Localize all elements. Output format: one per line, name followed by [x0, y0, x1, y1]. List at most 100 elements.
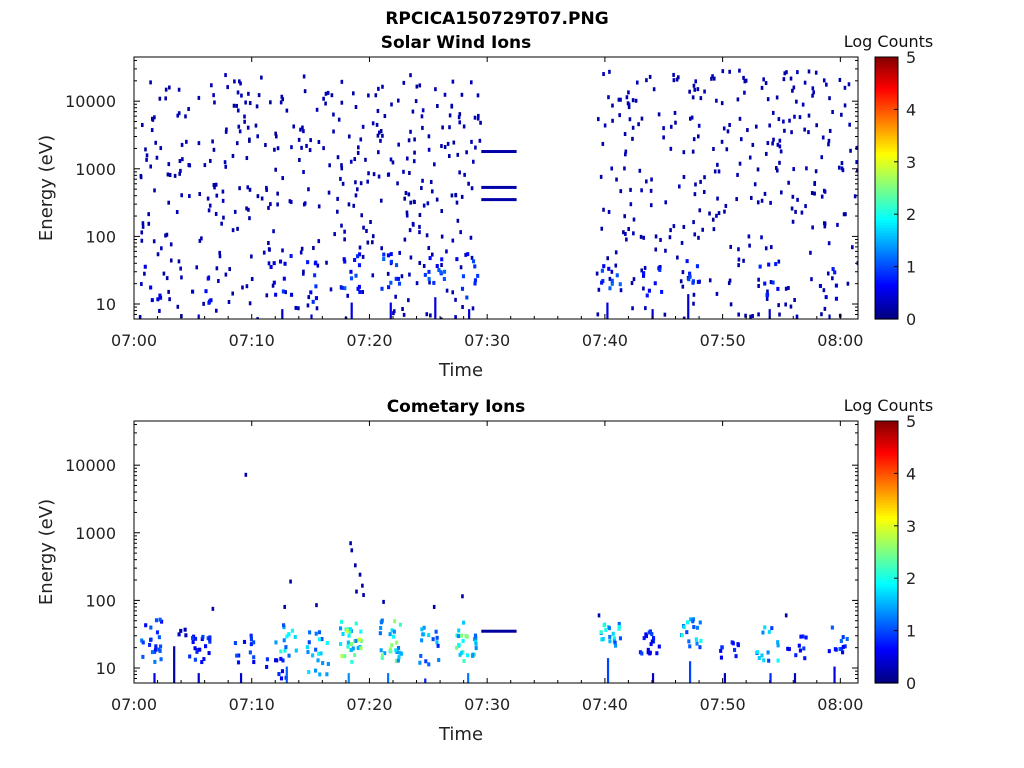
scatter-point: [717, 169, 721, 174]
data-point: [283, 604, 286, 609]
cluster-cell: [158, 295, 163, 300]
colorbar-segment: [875, 177, 898, 181]
scatter-point: [280, 94, 284, 99]
cluster-cell: [348, 627, 352, 632]
cluster-streak: [468, 309, 471, 319]
cluster-cell: [294, 648, 298, 653]
scatter-point: [160, 246, 163, 251]
scatter-point: [276, 191, 279, 196]
colorbar-segment: [875, 531, 898, 535]
constant-line: [481, 150, 517, 154]
colorbar-segment: [875, 494, 898, 498]
scatter-point: [764, 246, 768, 251]
scatter-point: [738, 68, 741, 73]
scatter-point: [623, 214, 626, 219]
scatter-point: [347, 134, 351, 139]
cluster-cell: [660, 289, 664, 294]
colorbar-segment: [875, 224, 898, 228]
colorbar-segment: [875, 635, 898, 640]
cluster-cell: [149, 285, 153, 290]
colorbar-segment: [875, 237, 898, 241]
cluster-cell: [204, 644, 208, 649]
scatter-point: [778, 312, 781, 317]
scatter-point: [237, 79, 241, 84]
cluster-cell: [473, 281, 477, 286]
scatter-point: [807, 130, 810, 135]
colorbar-segment: [875, 523, 898, 527]
colorbar-segment: [875, 85, 898, 90]
scatter-point: [212, 182, 216, 187]
scatter-point: [448, 113, 452, 118]
colorbar-segment: [875, 525, 898, 530]
cluster-cell: [798, 648, 802, 653]
y-tick-label: 1000: [75, 524, 116, 543]
cluster-cell: [179, 628, 183, 633]
cluster-cell: [733, 647, 737, 652]
cluster-cell: [455, 257, 459, 262]
cluster-cell: [473, 264, 477, 269]
cluster-cell: [191, 640, 195, 645]
cluster-cell: [383, 651, 387, 656]
scatter-point: [737, 263, 740, 268]
data-point: [461, 594, 464, 599]
colorbar-segment: [875, 295, 898, 299]
scatter-point: [820, 312, 823, 317]
cluster-cell: [388, 632, 392, 637]
cluster-cell: [248, 650, 252, 655]
scatter-point: [149, 80, 152, 85]
cluster-cell: [395, 263, 399, 268]
scatter-point: [198, 192, 202, 197]
scatter-point: [364, 157, 367, 162]
scatter-point: [376, 108, 380, 113]
cluster-streak: [285, 666, 288, 683]
scatter-point: [640, 116, 644, 121]
colorbar-segment: [875, 57, 898, 61]
scatter-point: [682, 150, 686, 155]
colorbar-segment: [875, 161, 898, 166]
scatter-point: [166, 172, 170, 177]
scatter-point: [445, 288, 449, 293]
cluster-cell: [442, 277, 446, 282]
cluster-cell: [272, 261, 276, 266]
scatter-point: [245, 284, 249, 289]
scatter-point: [177, 111, 181, 116]
cluster-cell: [275, 658, 279, 663]
x-tick-label: 07:50: [700, 331, 746, 350]
cluster-cell: [153, 647, 158, 652]
cluster-cell: [767, 629, 771, 634]
scatter-point: [143, 271, 146, 276]
scatter-point: [386, 271, 390, 276]
scatter-point: [225, 127, 228, 132]
scatter-point: [202, 301, 205, 306]
scatter-point: [794, 209, 797, 214]
scatter-point: [267, 205, 270, 210]
cluster-cell: [154, 618, 159, 623]
cluster-cell: [462, 658, 466, 663]
scatter-point: [825, 82, 828, 87]
cluster-cell: [767, 658, 771, 663]
scatter-point: [469, 80, 473, 85]
scatter-point: [346, 293, 350, 298]
colorbar-segment: [875, 75, 898, 79]
x-tick-label: 07:30: [464, 695, 510, 714]
scatter-point: [245, 156, 249, 161]
scatter-point: [793, 297, 796, 302]
colorbar-segment: [875, 507, 898, 511]
cluster-cell: [282, 623, 286, 628]
cluster-cell: [341, 631, 345, 636]
cluster-cell: [347, 633, 351, 638]
scatter-point: [167, 162, 171, 167]
scatter-point: [354, 105, 358, 110]
colorbar-frame: [874, 420, 899, 684]
colorbar-segment: [875, 554, 898, 558]
cluster-cell: [392, 629, 396, 634]
scatter-point: [218, 254, 222, 259]
scatter-point: [250, 254, 253, 259]
scatter-point: [340, 166, 344, 171]
cluster-cell: [802, 646, 806, 651]
colorbar-segment: [875, 282, 898, 286]
scatter-point: [418, 230, 421, 235]
cluster-cell: [358, 252, 362, 257]
colorbar-segment: [875, 421, 898, 425]
cluster-cell: [647, 288, 651, 293]
